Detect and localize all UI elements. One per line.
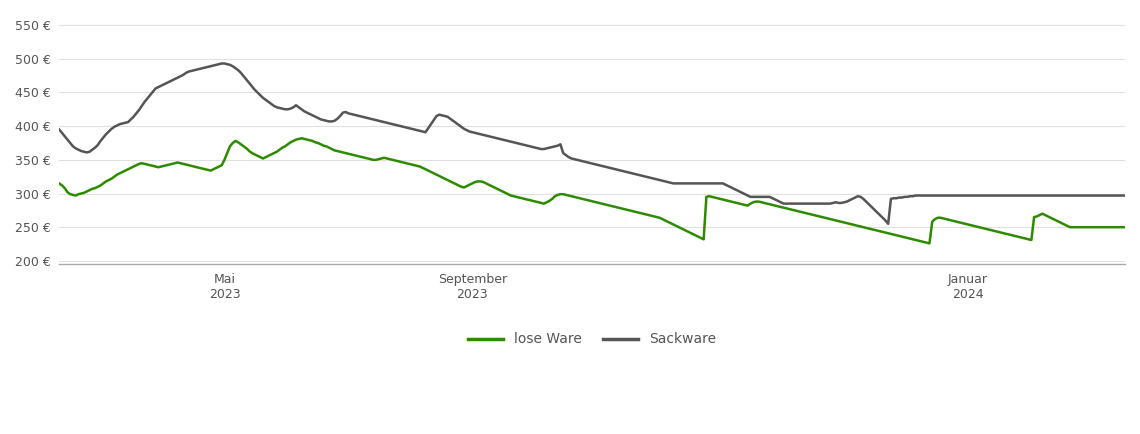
Legend: lose Ware, Sackware: lose Ware, Sackware xyxy=(463,327,722,352)
